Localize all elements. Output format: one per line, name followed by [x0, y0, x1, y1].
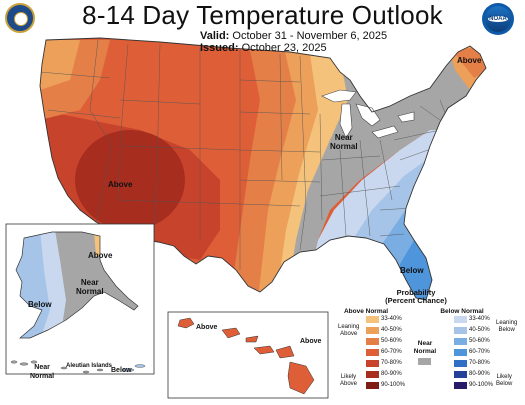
legend-below-range-label: 90-100%	[469, 381, 494, 388]
legend-below-range-label: 33-40%	[469, 315, 490, 322]
issued-line: Issued: October 23, 2025	[200, 42, 327, 54]
legend-above-range-label: 40-50%	[381, 326, 402, 333]
legend-above-header: Above Normal	[343, 308, 389, 315]
legend-above-range-label: 50-60%	[381, 337, 402, 344]
legend-below-swatch	[454, 327, 467, 334]
legend-near-normal-swatch	[418, 358, 431, 365]
legend-above-range-label: 90-100%	[381, 381, 406, 388]
legend-above-range-label: 70-80%	[381, 359, 402, 366]
label-above-northeast: Above	[457, 56, 482, 65]
legend-below-swatch	[454, 360, 467, 367]
label-near-normal-central: Near Normal	[330, 133, 358, 151]
legend-leaning-above: Leaning Above	[338, 324, 360, 337]
valid-value: October 31 - November 6, 2025	[232, 30, 388, 42]
usda-seal-icon	[5, 3, 35, 33]
label-below-southeast: Below	[400, 266, 424, 275]
legend-likely-below: Likely Below	[496, 374, 513, 387]
legend-title: Probability (Percent Chance)	[385, 288, 447, 305]
legend-likely-above: Likely Above	[340, 374, 358, 387]
label-alaska-below: Below	[28, 300, 52, 309]
issued-label: Issued:	[200, 42, 239, 54]
noaa-logo-icon: NOAA	[482, 3, 514, 35]
issued-value: October 23, 2025	[241, 42, 327, 54]
valid-line: Valid: October 31 - November 6, 2025	[200, 30, 387, 42]
legend-below-range-label: 50-60%	[469, 337, 490, 344]
legend-above-range-label: 80-90%	[381, 370, 402, 377]
legend-above-swatch	[366, 360, 379, 367]
label-above-west: Above	[108, 180, 133, 189]
legend-below-swatch	[454, 382, 467, 389]
legend-below-range-label: 80-90%	[469, 370, 490, 377]
legend-below-range-label: 40-50%	[469, 326, 490, 333]
legend-above-swatch	[366, 382, 379, 389]
legend-above-swatch	[366, 349, 379, 356]
label-alaska-near-normal: Near Normal	[76, 278, 104, 296]
label-islands-below: Below	[111, 367, 132, 374]
label-aleutian-islands: Aleutian Islands	[66, 363, 113, 369]
valid-label: Valid:	[200, 30, 230, 42]
legend-above-swatch	[366, 338, 379, 345]
legend-below-swatch	[454, 371, 467, 378]
label-hawaii-above-left: Above	[196, 324, 218, 331]
page-title: 8-14 Day Temperature Outlook	[82, 0, 443, 30]
label-hawaii-above-right: Above	[300, 338, 322, 345]
noaa-logo-text: NOAA	[489, 16, 507, 22]
legend-above-swatch	[366, 327, 379, 334]
label-alaska-above: Above	[88, 251, 113, 260]
legend-below-header: Below Normal	[440, 308, 484, 315]
legend-below-swatch	[454, 349, 467, 356]
legend-above-range-label: 60-70%	[381, 348, 402, 355]
legend-below-swatch	[454, 316, 467, 323]
legend-above-swatch	[366, 371, 379, 378]
legend-above-swatch	[366, 316, 379, 323]
label-islands-near-normal: Near Normal	[30, 364, 55, 380]
legend-above-range-label: 33-40%	[381, 315, 402, 322]
legend-near-normal: Near Normal	[413, 340, 437, 355]
legend-below-range-label: 70-80%	[469, 359, 490, 366]
legend-below-range-label: 60-70%	[469, 348, 490, 355]
legend-below-swatch	[454, 338, 467, 345]
legend-leaning-below: Leaning Below	[496, 320, 518, 333]
